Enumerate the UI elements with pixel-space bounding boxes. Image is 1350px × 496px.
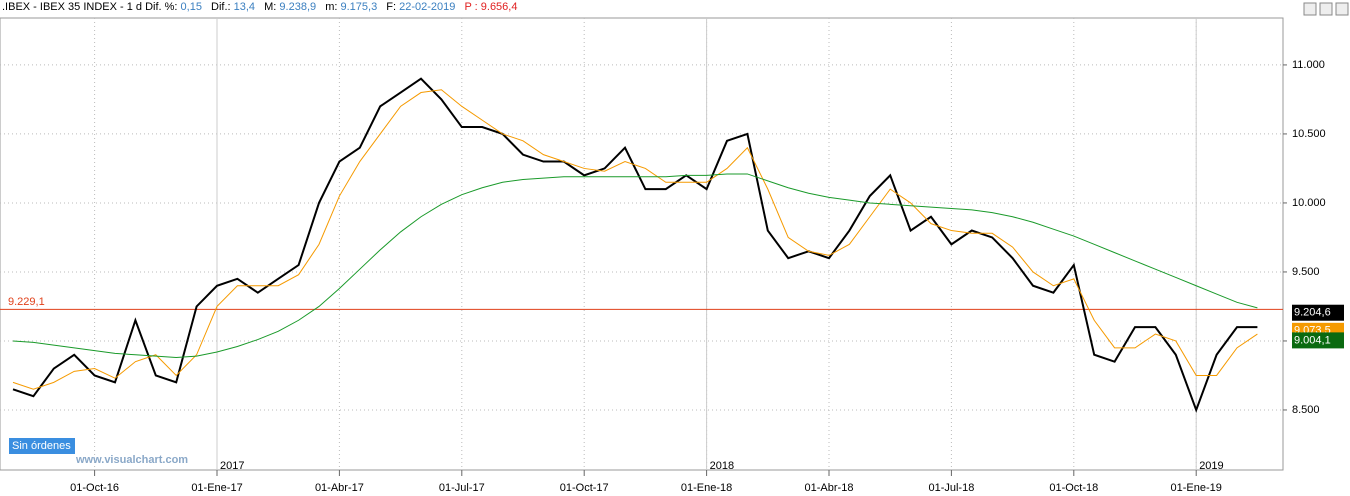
y-tick-label: 10.000	[1292, 197, 1326, 209]
y-tick-label: 11.000	[1292, 59, 1325, 71]
field-value: 0,15	[180, 1, 202, 13]
field-label: Dif.:	[211, 1, 231, 13]
x-tick-label: 01-Oct-16	[70, 482, 119, 494]
price-tag	[1292, 304, 1344, 321]
y-tick-label: 10.500	[1292, 128, 1326, 140]
field-value: 13,4	[233, 1, 256, 13]
field-label: m:	[325, 1, 338, 13]
series-line	[12, 173, 1258, 359]
field-label: Dif. %:	[145, 1, 178, 13]
status-box	[9, 438, 75, 454]
year-label: 2018	[710, 460, 734, 472]
year-label: 2019	[1199, 460, 1223, 472]
field-value: 9.656,4	[480, 1, 518, 13]
price-tag-label: 9.204,6	[1294, 307, 1331, 319]
x-tick-label: 01-Jul-17	[439, 482, 485, 494]
plot-frame	[0, 17, 1284, 471]
y-tick-label: 8.500	[1292, 404, 1320, 416]
header: .IBEX - IBEX 35 INDEX - 1 d Dif. %: 0,15…	[2, 1, 517, 13]
x-tick-label: 01-Abr-18	[805, 482, 854, 494]
year-label: 2017	[220, 460, 244, 472]
x-tick-label: 01-Ene-19	[1171, 482, 1222, 494]
series-line	[12, 77, 1258, 413]
x-tick-label: 01-Jul-18	[928, 482, 974, 494]
y-tick-label: 9.500	[1292, 266, 1320, 278]
x-tick-label: 01-Abr-17	[315, 482, 364, 494]
field-value: 22-02-2019	[399, 1, 456, 13]
price-tag	[1292, 332, 1344, 349]
x-tick-label: 01-Oct-17	[560, 482, 609, 494]
status-label: Sin órdenes	[12, 440, 71, 452]
window-buttons[interactable]	[1303, 2, 1349, 16]
field-label: P :	[464, 1, 478, 13]
field-label: F:	[386, 1, 397, 13]
instrument: .IBEX - IBEX 35 INDEX - 1 d	[2, 1, 142, 13]
price-tag-label: 9.004,1	[1294, 334, 1331, 346]
reference-label: 9.229,1	[8, 296, 45, 308]
x-tick-label: 01-Ene-18	[681, 482, 732, 494]
field-label: M:	[264, 1, 277, 13]
field-value: 9.238,9	[279, 1, 317, 13]
field-value: 9.175,3	[340, 1, 378, 13]
x-tick-label: 01-Oct-18	[1049, 482, 1098, 494]
x-tick-label: 01-Ene-17	[191, 482, 242, 494]
series-line	[12, 89, 1258, 390]
watermark: www.visualchart.com	[75, 454, 188, 466]
